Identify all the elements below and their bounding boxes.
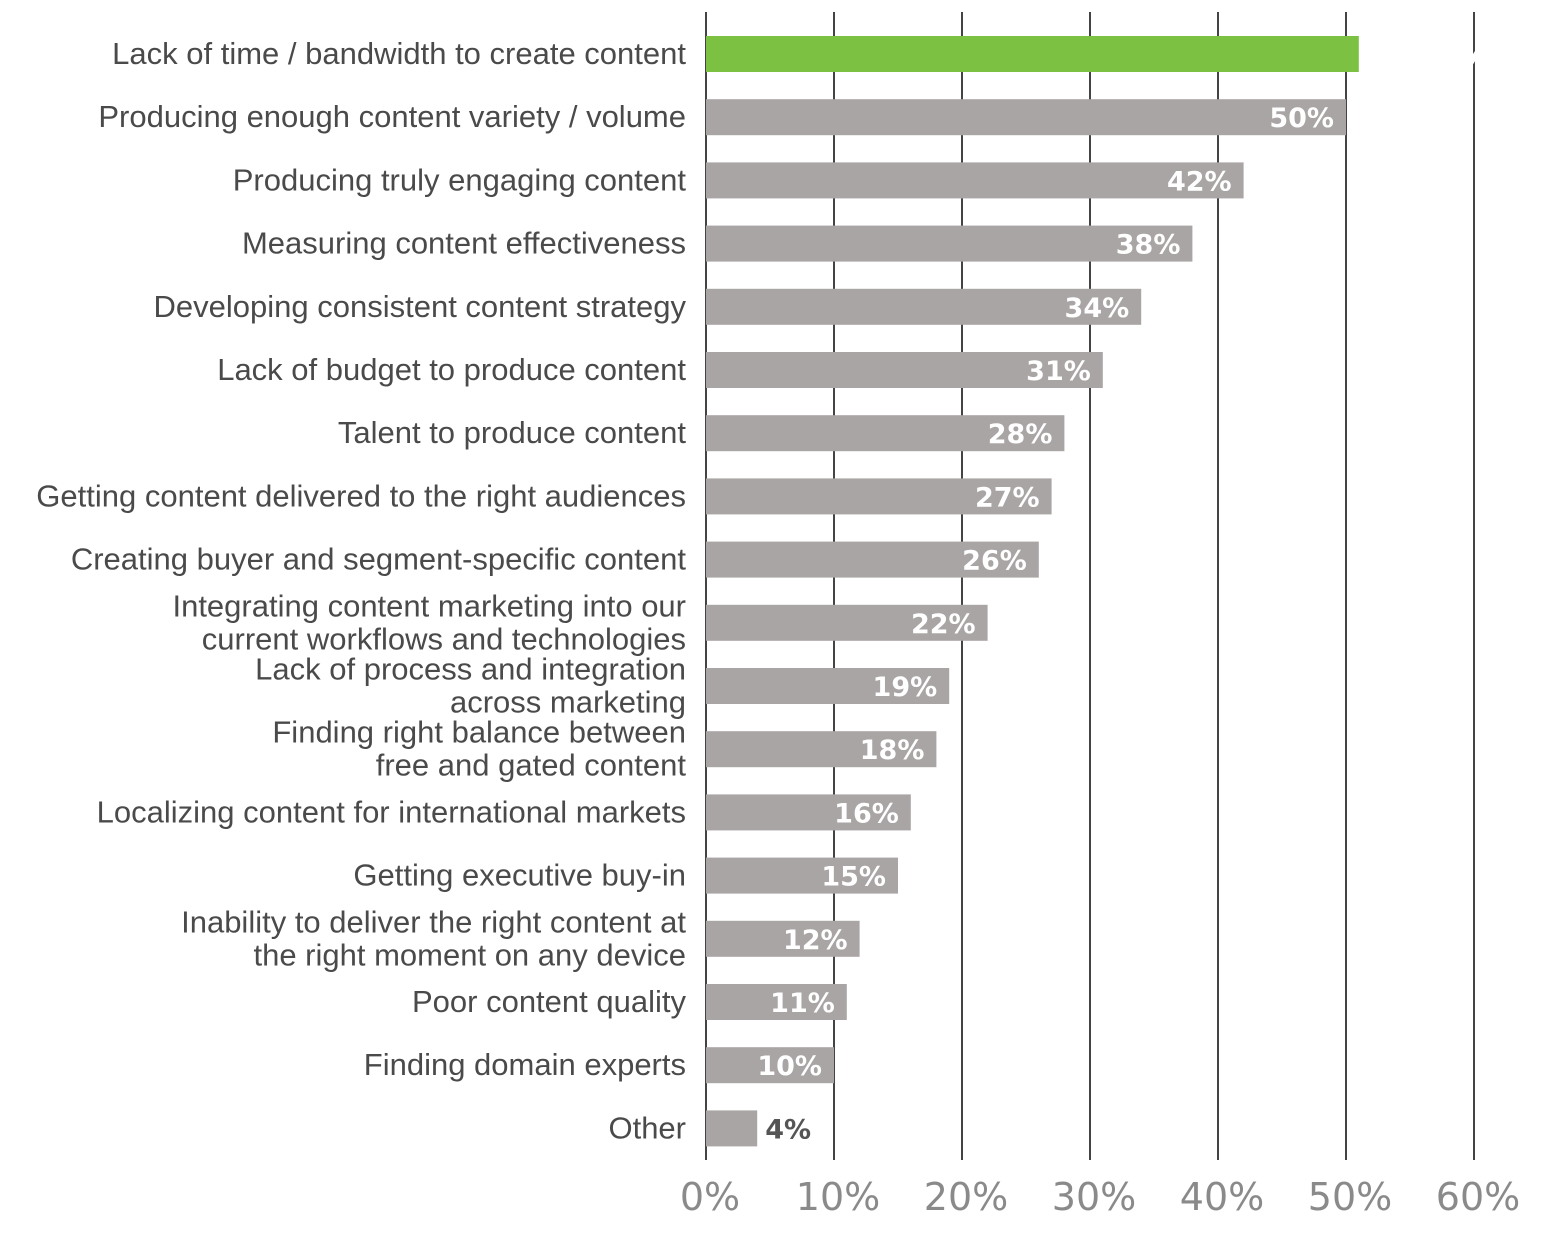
category-label: Producing truly engaging content [233,162,687,197]
bar [706,668,950,704]
category-label: Producing enough content variety / volum… [98,99,686,134]
category-label: across marketing [450,685,686,720]
bar [706,541,1039,578]
bars [706,36,1359,1147]
category-label: Other [608,1110,686,1145]
x-tick-label: 50% [1308,1175,1392,1219]
x-tick-label: 40% [1180,1175,1264,1219]
bar [706,352,1103,388]
category-label: Lack of budget to produce content [217,352,686,387]
value-label: 28% [988,419,1053,450]
category-label: current workflows and technologies [202,621,686,656]
x-tick-label: 60% [1436,1175,1520,1219]
category-label: Lack of process and integration [255,652,686,687]
bar [706,36,1359,72]
value-label: 51% [1373,18,1505,92]
category-label: Poor content quality [412,984,687,1019]
category-label: free and gated content [376,748,687,783]
bar [706,1047,834,1084]
x-axis-tick-labels: 0% 10% 20% 30% 40% 50% 60% [680,1175,1520,1219]
value-label: 34% [1065,293,1130,324]
bar [706,731,937,768]
bar [706,604,988,641]
x-tick-label: 0% [680,1175,740,1219]
bar [706,99,1346,136]
value-label: 15% [821,862,886,893]
value-label: 42% [1167,166,1232,197]
bar [706,920,860,957]
bar [706,225,1193,262]
value-labels: 51% 50% 42% 38% 34% 31% 28% 27% 26% 22% 19% 18% 16% 1… [757,18,1505,1145]
value-label: 10% [757,1051,822,1082]
category-label: the right moment on any device [253,937,686,972]
value-label: 31% [1026,356,1091,387]
bar [706,857,898,894]
category-label: Localizing content for international mar… [97,794,686,829]
bar [706,794,911,831]
bar [706,984,847,1020]
bar [706,288,1142,325]
category-label: Integrating content marketing into our [172,588,686,623]
grid-lines [705,12,1475,1160]
x-tick-label: 20% [924,1175,1008,1219]
category-label: Inability to deliver the right content a… [181,904,686,939]
value-label: 26% [962,546,1027,577]
category-label: Measuring content effectiveness [242,226,686,261]
value-label: 11% [770,988,835,1019]
category-labels: Lack of time / bandwidth to create conte… [36,36,686,1145]
value-label: 50% [1269,103,1334,134]
value-label: 38% [1116,230,1181,261]
value-label: 19% [873,672,938,703]
category-label: Finding right balance between [272,715,686,750]
bar [706,1110,758,1147]
value-label: 4% [765,1114,811,1145]
category-label: Developing consistent content strategy [154,289,687,324]
value-label: 27% [975,482,1040,513]
bar [706,162,1244,199]
value-label: 18% [860,735,925,766]
value-label: 22% [911,609,976,640]
category-label: Talent to produce content [338,415,687,450]
bar [706,478,1052,515]
category-label: Creating buyer and segment-specific cont… [71,542,687,577]
x-tick-label: 30% [1052,1175,1136,1219]
category-label: Getting content delivered to the right a… [36,478,686,513]
category-label: Lack of time / bandwidth to create conte… [112,36,686,71]
category-label: Getting executive buy-in [353,858,686,893]
category-label: Finding domain experts [364,1047,686,1082]
value-label: 16% [834,798,899,829]
bar [706,415,1065,452]
x-tick-label: 10% [796,1175,880,1219]
value-label: 12% [783,925,848,956]
